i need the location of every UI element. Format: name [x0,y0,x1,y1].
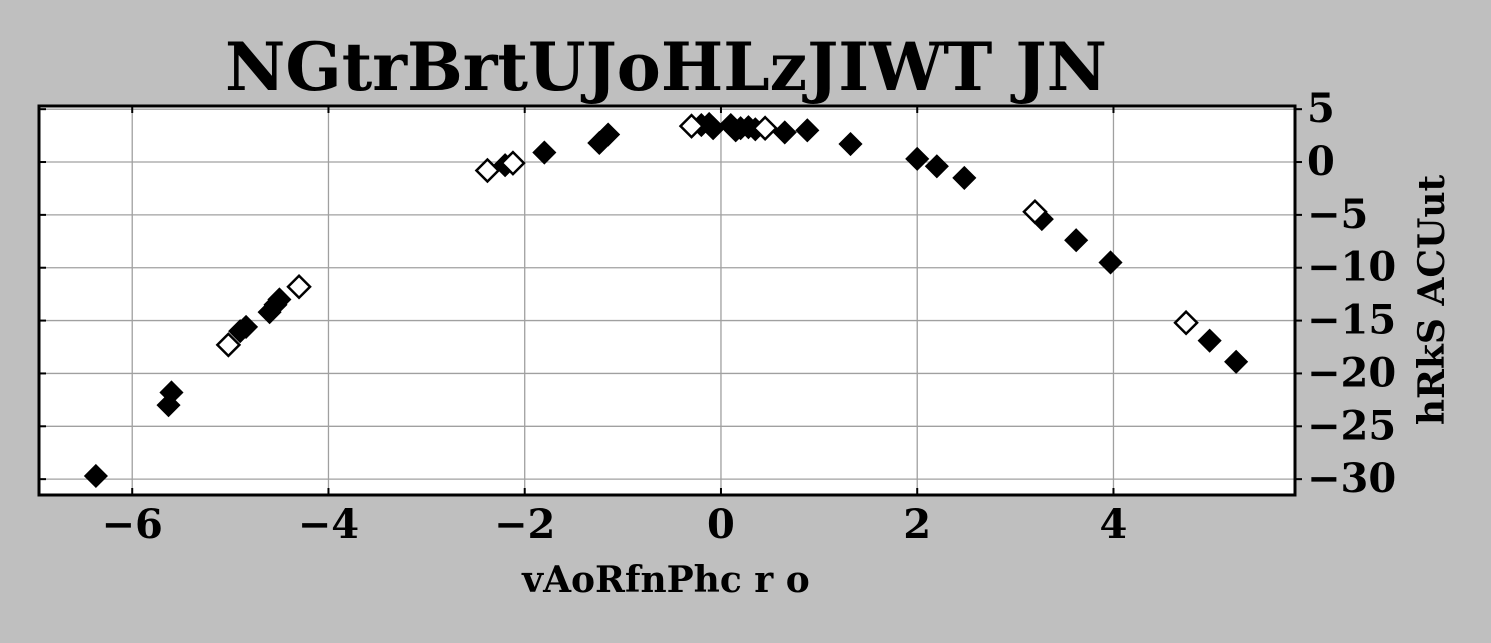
data-point-filled [838,131,863,157]
data-point-filled [924,154,949,179]
data-point-open [286,273,312,300]
y-tick-label: −15 [1307,297,1396,344]
plot-frame [37,104,1297,497]
y-tick-label: −10 [1307,244,1396,291]
x-tick-label: 0 [707,501,735,548]
data-point-open [1022,198,1048,225]
x-tick-label: −4 [298,501,359,548]
axis-ticks: −6 −4 −2 0 2 450−5−10−15−20−25−30 [39,85,1396,548]
x-tick-label: −2 [494,501,555,548]
data-point-filled [83,463,108,489]
data-point-open [500,150,526,176]
data-point-filled [905,146,930,171]
data-point-filled [952,165,977,190]
data-point-filled [159,380,184,405]
data-point-open [678,113,705,139]
data-point-filled [1098,250,1123,275]
data-point-open [752,115,778,141]
data-point-filled [1064,228,1089,253]
x-tick-label: 4 [1100,501,1128,548]
y-tick-label: −25 [1307,402,1396,449]
data-point-filled [1197,328,1222,353]
data-point-filled [267,287,292,312]
x-tick-label: 2 [903,501,931,548]
data-point-filled [772,120,797,145]
y-tick-label: −30 [1307,455,1396,502]
y-tick-label: −20 [1307,349,1396,396]
data-markers [83,111,1249,489]
y-axis-label: hRkS ACUut [1411,174,1453,425]
data-point-open [474,157,501,184]
data-point-open [215,332,242,358]
data-point-filled [795,118,820,143]
y-tick-label: 0 [1307,138,1335,185]
y-tick-label: −5 [1307,191,1368,238]
data-point-filled [596,122,621,147]
data-point-filled [233,314,259,339]
chart-title: NGtrBrtUJoHLzJIWT JN [225,28,1107,106]
data-point-open [1173,309,1199,336]
x-tick-label: −6 [102,501,163,548]
data-point-filled [532,140,557,165]
data-point-filled [1224,349,1249,374]
y-tick-label: 5 [1307,85,1335,132]
plot-area [39,106,1295,495]
x-axis-label: vAoRfnPhc r o [521,559,810,601]
